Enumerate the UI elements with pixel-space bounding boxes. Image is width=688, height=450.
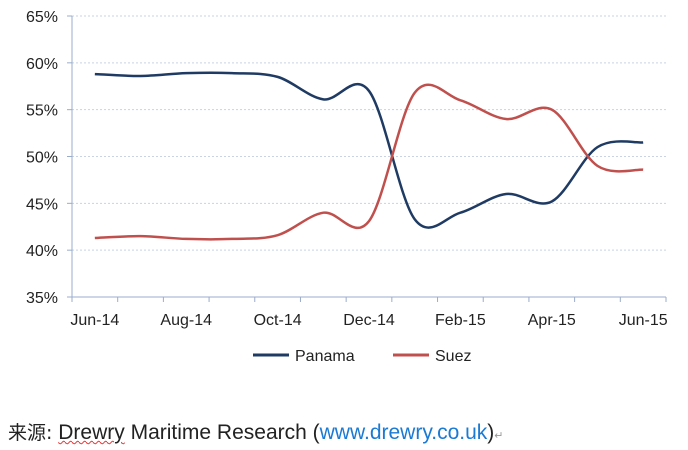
y-tick-label: 45% bbox=[26, 196, 58, 213]
legend-label-panama: Panama bbox=[295, 348, 355, 365]
x-tick-label: Jun-14 bbox=[70, 312, 119, 329]
y-tick-label: 60% bbox=[26, 56, 58, 73]
y-tick-label: 35% bbox=[26, 290, 58, 307]
x-tick-label: Feb-15 bbox=[435, 312, 486, 329]
x-tick-label: Dec-14 bbox=[343, 312, 395, 329]
y-tick-label: 40% bbox=[26, 243, 58, 260]
x-tick-label: Oct-14 bbox=[254, 312, 302, 329]
source-link[interactable]: www.drewry.co.uk bbox=[319, 421, 488, 444]
x-tick-label: Apr-15 bbox=[528, 312, 576, 329]
series-line-panama bbox=[94, 71, 644, 229]
source-label: 来源: bbox=[8, 422, 53, 444]
source-caption: 来源: Drewry Maritime Research (www.drewry… bbox=[8, 418, 504, 445]
legend-label-suez: Suez bbox=[435, 348, 471, 365]
line-chart: 35% 40% 45% 50% 55% 60% 65% Jun-14 Aug-14 Oct-14 D… bbox=[26, 9, 668, 365]
y-tick-label: 50% bbox=[26, 150, 58, 167]
paragraph-mark: ↵ bbox=[494, 430, 504, 442]
y-tick-label: 55% bbox=[26, 103, 58, 120]
x-tick-label: Jun-15 bbox=[619, 312, 668, 329]
source-org: Drewry bbox=[58, 421, 125, 444]
y-tick-label: 65% bbox=[26, 9, 58, 26]
x-tick-label: Aug-14 bbox=[160, 312, 212, 329]
source-close: ) bbox=[487, 421, 495, 444]
source-rest: Maritime Research ( bbox=[124, 421, 320, 444]
series-line-suez bbox=[94, 83, 644, 241]
